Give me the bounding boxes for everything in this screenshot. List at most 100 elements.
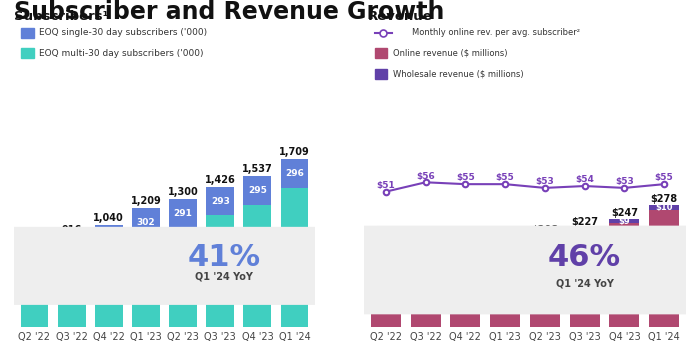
Text: 1413: 1413 — [282, 253, 307, 262]
Text: $268: $268 — [652, 264, 677, 273]
Bar — [371, 277, 401, 280]
Text: $201: $201 — [533, 278, 557, 287]
Text: Q3 '22: Q3 '22 — [56, 332, 88, 342]
Text: Revenue: Revenue — [368, 10, 433, 23]
Bar — [411, 264, 440, 266]
Bar — [57, 237, 85, 263]
Text: 1009: 1009 — [171, 273, 195, 282]
Bar — [530, 236, 560, 239]
Text: $145: $145 — [412, 252, 439, 262]
Text: 291: 291 — [174, 209, 192, 218]
Text: 1,426: 1,426 — [205, 175, 236, 185]
Text: 1,209: 1,209 — [130, 196, 161, 206]
Text: $55: $55 — [496, 173, 514, 182]
Text: $191: $191 — [491, 233, 519, 243]
Text: 1133: 1133 — [208, 267, 232, 276]
Text: $227: $227 — [571, 217, 598, 227]
Text: 1,537: 1,537 — [242, 164, 273, 174]
Text: $9: $9 — [619, 217, 630, 226]
Text: Online revenue ($ millions): Online revenue ($ millions) — [393, 49, 508, 58]
Bar — [530, 239, 560, 327]
Text: 1242: 1242 — [245, 261, 270, 270]
Bar — [371, 280, 401, 327]
Bar — [411, 266, 440, 327]
Text: $55: $55 — [456, 173, 475, 182]
Bar — [169, 199, 197, 228]
Text: $7: $7 — [539, 233, 551, 242]
Text: Q4 '22: Q4 '22 — [449, 332, 482, 342]
Text: $6: $6 — [459, 251, 471, 260]
Text: Subscribers¹: Subscribers¹ — [14, 10, 108, 23]
Text: 748: 748 — [25, 241, 45, 251]
Text: $140: $140 — [413, 292, 438, 301]
Text: 755: 755 — [99, 285, 118, 294]
Text: $7: $7 — [499, 240, 511, 249]
Text: $220: $220 — [572, 274, 597, 283]
Text: 269: 269 — [62, 246, 81, 255]
Bar — [649, 210, 679, 327]
Text: 46%: 46% — [548, 243, 621, 272]
Text: $56: $56 — [416, 172, 435, 181]
Text: EOQ single-30 day subscribers ('000): EOQ single-30 day subscribers ('000) — [39, 28, 207, 37]
Text: Q3 '23: Q3 '23 — [569, 332, 601, 342]
Text: Q2 '23: Q2 '23 — [167, 332, 199, 342]
Circle shape — [0, 227, 700, 304]
Text: 1,709: 1,709 — [279, 147, 310, 157]
Bar — [570, 228, 599, 231]
Text: 647: 647 — [62, 290, 81, 300]
Text: 295: 295 — [248, 186, 267, 195]
Text: $107: $107 — [373, 299, 398, 308]
Bar — [610, 223, 639, 327]
Text: $208: $208 — [531, 225, 559, 235]
Bar — [169, 228, 197, 327]
Text: $7: $7 — [579, 225, 590, 234]
Text: Q4 '23: Q4 '23 — [241, 332, 273, 342]
Text: $247: $247 — [611, 208, 638, 218]
Text: Q3 '23: Q3 '23 — [204, 332, 236, 342]
Text: 285: 285 — [99, 234, 118, 243]
Bar — [132, 208, 160, 238]
Text: 41%: 41% — [188, 243, 260, 271]
Text: Q1 '23: Q1 '23 — [130, 332, 162, 342]
Text: 1,040: 1,040 — [93, 213, 124, 223]
Text: Q2 '22: Q2 '22 — [18, 332, 50, 342]
Text: Q1 '24: Q1 '24 — [648, 332, 680, 342]
Text: 1,300: 1,300 — [168, 187, 199, 197]
Text: $161: $161 — [453, 287, 478, 296]
Bar — [132, 238, 160, 327]
Text: 907: 907 — [136, 278, 155, 287]
Text: 293: 293 — [211, 196, 230, 206]
Bar — [451, 256, 480, 327]
Text: 296: 296 — [285, 169, 304, 178]
Text: $51: $51 — [377, 181, 395, 190]
Text: $5: $5 — [420, 260, 431, 269]
Text: Q2 '22: Q2 '22 — [370, 332, 402, 342]
Bar — [490, 243, 520, 246]
Text: 237: 237 — [25, 260, 44, 269]
Text: Q1 '24 YoY: Q1 '24 YoY — [556, 279, 614, 289]
Text: $54: $54 — [575, 175, 594, 184]
Text: Q3 '22: Q3 '22 — [410, 332, 442, 342]
Bar — [20, 253, 48, 277]
Bar — [244, 205, 272, 327]
Text: Q1 '24: Q1 '24 — [279, 332, 310, 342]
Bar — [451, 254, 480, 256]
Text: EOQ multi-30 day subscribers ('000): EOQ multi-30 day subscribers ('000) — [39, 49, 204, 58]
Text: Wholesale revenue ($ millions): Wholesale revenue ($ millions) — [393, 69, 524, 78]
Bar — [649, 205, 679, 210]
Text: Q1 '24 YoY: Q1 '24 YoY — [195, 272, 253, 282]
Text: Subscriber and Revenue Growth: Subscriber and Revenue Growth — [14, 0, 444, 24]
Text: 916: 916 — [62, 225, 82, 235]
Text: $237: $237 — [612, 270, 637, 280]
Text: 302: 302 — [136, 218, 155, 227]
Text: Monthly online rev. per avg. subscriber²: Monthly online rev. per avg. subscriber² — [412, 28, 580, 37]
Bar — [244, 176, 272, 205]
Text: 511: 511 — [25, 297, 44, 306]
Bar — [570, 231, 599, 327]
Text: $53: $53 — [615, 177, 634, 186]
Bar — [281, 188, 309, 327]
Text: $55: $55 — [654, 173, 673, 182]
Text: $6: $6 — [380, 274, 392, 283]
Bar — [206, 187, 235, 215]
Text: $184: $184 — [493, 282, 518, 291]
